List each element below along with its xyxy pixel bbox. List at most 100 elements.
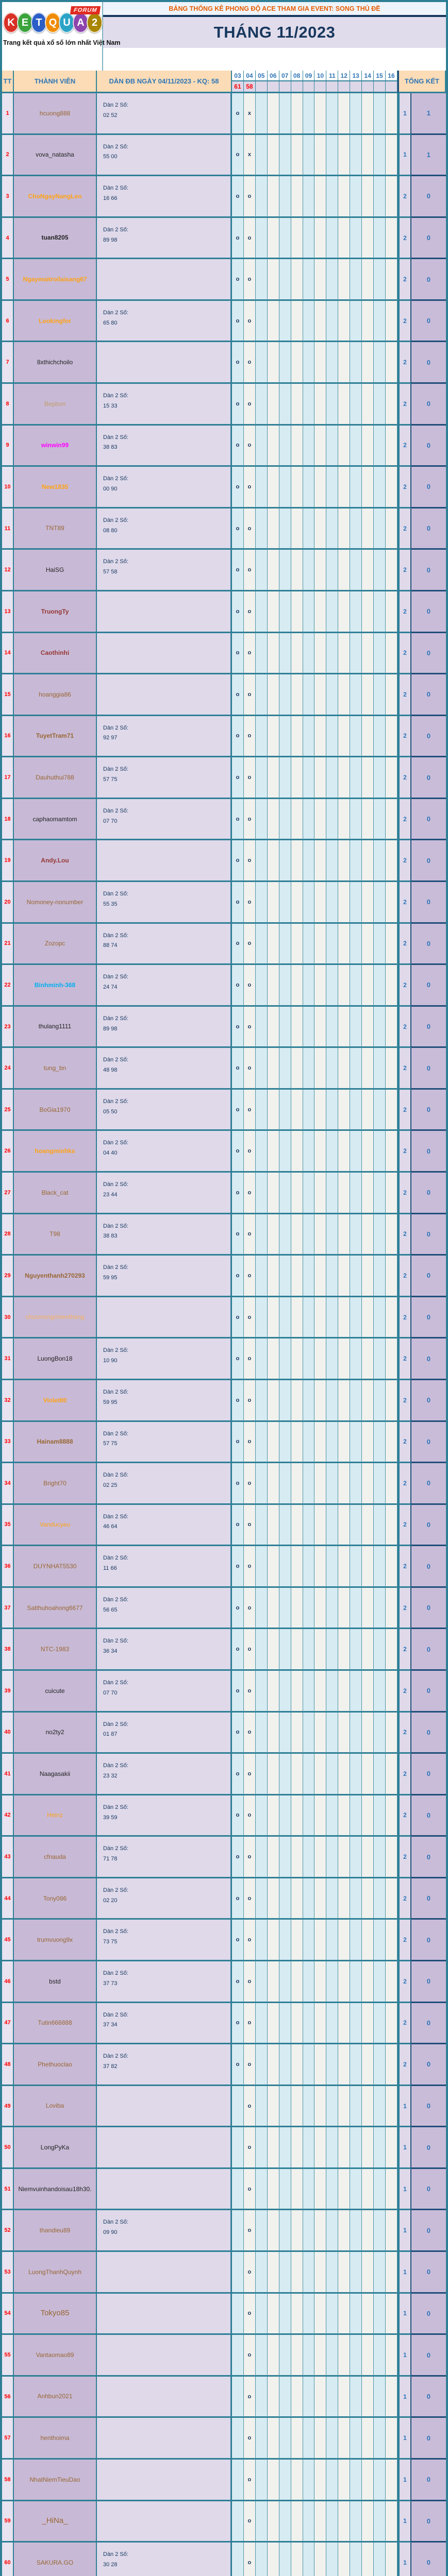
result-mark-03: o bbox=[232, 1629, 244, 1671]
tt-cell: 53 bbox=[2, 2252, 14, 2294]
day-cell-10 bbox=[314, 633, 327, 675]
dan-numbers: 59 95 bbox=[103, 1274, 118, 1281]
table-row: 27 Black_cat Dàn 2 Số: 23 44 o o 2 0 bbox=[2, 1173, 446, 1214]
table-row: 20 Nomoney-nonumber Dàn 2 Số: 55 35 o o 2 0 bbox=[2, 882, 446, 924]
day-cell-09 bbox=[303, 2086, 315, 2128]
result-mark-03: o bbox=[232, 923, 244, 965]
day-cell-07 bbox=[279, 840, 291, 882]
day-cell-15 bbox=[374, 1256, 386, 1297]
table-row: 9 winwin99 Dàn 2 Số: 38 83 o o 2 0 bbox=[2, 425, 446, 467]
day-cell-05 bbox=[255, 467, 268, 509]
total-wins-cell: 0 bbox=[411, 2044, 446, 2086]
dan-cell: Dàn 2 Số: 55 35 bbox=[97, 882, 232, 924]
result-mark-04: o bbox=[243, 1546, 256, 1588]
table-row: 28 T98 Dàn 2 Số: 38 83 o o 2 0 bbox=[2, 1214, 446, 1256]
day-cell-11 bbox=[326, 134, 339, 177]
day-cell-13 bbox=[350, 2335, 362, 2377]
dan-cell bbox=[97, 2086, 232, 2128]
day-cell-09 bbox=[303, 716, 315, 758]
total-wins-cell: 0 bbox=[411, 882, 446, 924]
dan-cell: Dàn 2 Số: 02 52 bbox=[97, 93, 232, 135]
dan-cell: Dàn 2 Số: 05 50 bbox=[97, 1089, 232, 1131]
day-cell-14 bbox=[362, 1131, 374, 1173]
result-mark-04: o bbox=[243, 1670, 256, 1713]
dan-label: Dàn 2 Số: bbox=[103, 102, 128, 108]
day-result-value bbox=[303, 81, 314, 92]
day-cell-13 bbox=[350, 1961, 362, 2003]
day-cell-09 bbox=[303, 1878, 315, 1920]
day-cell-09 bbox=[303, 1754, 315, 1795]
day-cell-12 bbox=[338, 1006, 351, 1048]
day-cell-05 bbox=[255, 2376, 268, 2418]
day-number: 05 bbox=[255, 71, 267, 81]
result-mark-04: o bbox=[243, 591, 256, 633]
day-cell-11 bbox=[326, 1795, 339, 1837]
day-cell-03 bbox=[232, 2252, 244, 2294]
day-number: 04 bbox=[243, 71, 255, 81]
day-cell-13 bbox=[350, 1380, 362, 1422]
day-cell-16 bbox=[385, 1504, 397, 1547]
member-name: Nomoney-nonumber bbox=[14, 882, 97, 924]
day-cell-14 bbox=[362, 425, 374, 467]
total-wins-cell: 0 bbox=[411, 2376, 446, 2418]
day-cell-16 bbox=[385, 757, 397, 799]
month-title: THÁNG 11/2023 bbox=[103, 17, 446, 48]
total-days-cell: 2 bbox=[397, 674, 411, 716]
day-cell-09 bbox=[303, 674, 315, 716]
total-wins-cell: 0 bbox=[411, 2168, 446, 2211]
day-cell-15 bbox=[374, 1587, 386, 1630]
day-cell-15 bbox=[374, 176, 386, 218]
day-cell-07 bbox=[279, 716, 291, 758]
day-cell-10 bbox=[314, 217, 327, 260]
dan-numbers: 36 34 bbox=[103, 1648, 118, 1655]
day-cell-10 bbox=[314, 384, 327, 426]
day-cell-08 bbox=[291, 134, 303, 177]
day-cell-11 bbox=[326, 217, 339, 260]
day-cell-03 bbox=[232, 2418, 244, 2460]
day-cell-11 bbox=[326, 300, 339, 343]
result-mark-03: o bbox=[232, 1920, 244, 1962]
dan-label: Dàn 2 Số: bbox=[103, 1057, 128, 1063]
dan-numbers: 46 64 bbox=[103, 1523, 118, 1530]
dan-numbers: 24 74 bbox=[103, 984, 118, 990]
day-cell-12 bbox=[338, 93, 351, 135]
table-row: 38 NTC-1983 Dàn 2 Số: 36 34 o o 2 0 bbox=[2, 1629, 446, 1671]
dan-label: Dàn 2 Số: bbox=[103, 1140, 128, 1146]
total-wins-cell: 0 bbox=[411, 923, 446, 965]
day-cell-14 bbox=[362, 2044, 374, 2086]
day-cell-16 bbox=[385, 176, 397, 218]
day-cell-05 bbox=[255, 1297, 268, 1339]
day-cell-08 bbox=[291, 716, 303, 758]
day-cell-07 bbox=[279, 1048, 291, 1090]
total-days-cell: 2 bbox=[397, 176, 411, 218]
total-days-cell: 2 bbox=[397, 633, 411, 675]
result-mark-04: o bbox=[243, 259, 256, 301]
result-mark-04: o bbox=[243, 300, 256, 343]
day-cell-12 bbox=[338, 1961, 351, 2003]
total-wins-cell: 0 bbox=[411, 1256, 446, 1297]
result-mark-03: o bbox=[232, 1297, 244, 1339]
day-cell-15 bbox=[374, 1712, 386, 1754]
member-name: hcuong888 bbox=[14, 93, 97, 135]
day-cell-06 bbox=[267, 300, 279, 343]
total-days-cell: 2 bbox=[397, 716, 411, 758]
column-header-member: THÀNH VIÊN bbox=[14, 71, 97, 93]
total-days-cell: 1 bbox=[397, 2293, 411, 2335]
day-cell-12 bbox=[338, 2543, 351, 2576]
day-cell-05 bbox=[255, 591, 268, 633]
total-days-cell: 1 bbox=[397, 2210, 411, 2252]
day-cell-09 bbox=[303, 1670, 315, 1713]
day-cell-05 bbox=[255, 300, 268, 343]
total-wins-cell: 0 bbox=[411, 1504, 446, 1547]
day-cell-08 bbox=[291, 93, 303, 135]
day-cell-09 bbox=[303, 1463, 315, 1505]
table-row: 55 Vantaomao89 o 1 0 bbox=[2, 2335, 446, 2377]
day-cell-14 bbox=[362, 1089, 374, 1131]
day-cell-11 bbox=[326, 425, 339, 467]
dan-label: Dàn 2 Số: bbox=[103, 1513, 128, 1520]
total-days-cell: 1 bbox=[397, 2501, 411, 2543]
day-cell-15 bbox=[374, 2127, 386, 2169]
day-cell-08 bbox=[291, 1297, 303, 1339]
total-wins-cell: 0 bbox=[411, 342, 446, 384]
day-cell-15 bbox=[374, 2210, 386, 2252]
